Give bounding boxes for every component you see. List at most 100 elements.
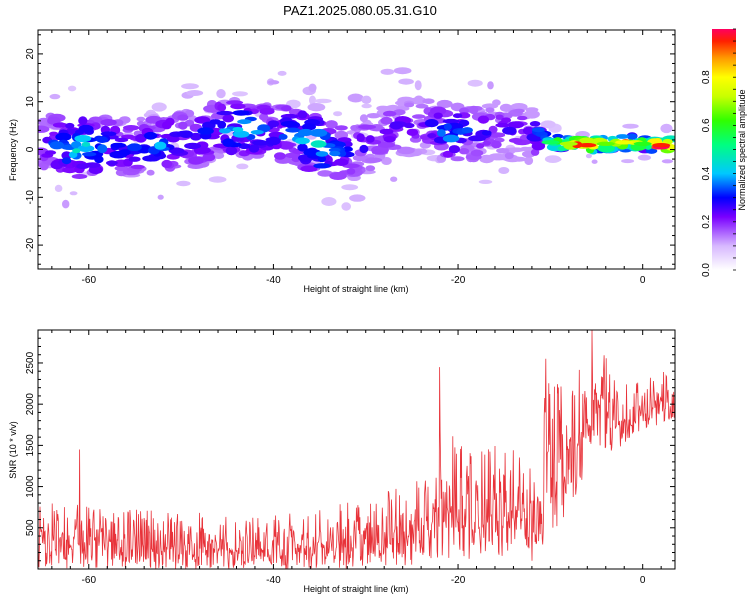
spectrogram-cell [217, 120, 227, 129]
spectrogram-cell [110, 142, 127, 148]
spectrogram-cell [218, 128, 231, 134]
spectrogram-cell [161, 121, 172, 130]
spectrogram-cell [531, 141, 546, 151]
y-tick-label: 1500 [25, 434, 36, 457]
spectrogram-cell [96, 136, 108, 144]
spectrogram-cell [377, 141, 396, 148]
snr-panel: -60 -40 -20 0 500 1000 1500 2000 2500 Height of … [8, 329, 676, 594]
spectrogram-cell [193, 146, 211, 154]
spectrogram-cell [389, 121, 403, 130]
spectrogram-cell [530, 148, 540, 156]
spectrogram-cell [427, 133, 437, 139]
spectrogram-halo-blob [347, 93, 364, 103]
spectrogram-cell [97, 144, 108, 154]
snr-x-label: Height of straight line (km) [303, 584, 408, 594]
spectrogram-marks [38, 67, 675, 211]
spectrogram-cell [520, 146, 531, 152]
spectrogram-cell [481, 130, 492, 136]
spectrogram-cell [222, 114, 234, 123]
spectrogram-halo-blob [333, 111, 343, 117]
spectrogram-cell [128, 156, 141, 162]
spectrogram-cell [176, 130, 190, 137]
spectrogram-halo-blob [157, 194, 164, 200]
spectrogram-cell [352, 154, 369, 162]
spectrogram-cell [142, 155, 160, 162]
spectrogram-cell [232, 126, 244, 133]
spectrogram-halo-blob [186, 90, 204, 96]
spectrogram-halo-blob [277, 70, 287, 76]
spectrogram-cell [278, 133, 288, 140]
colorbar-ticks: 0.0 0.2 0.4 0.6 0.8 [701, 28, 736, 277]
spectrogram-halo-blob [393, 67, 412, 75]
y-tick-label: 2000 [25, 393, 36, 416]
spectrogram-cell [470, 149, 484, 157]
spectrogram-halo-blob [308, 83, 317, 93]
spectrogram-halo-blob [487, 81, 494, 90]
spectrogram-cell [184, 142, 202, 150]
spectrogram-cell [77, 144, 95, 153]
spectrogram-cell [433, 112, 443, 119]
spectrogram-cell [356, 133, 365, 142]
spectrogram-cell [450, 156, 465, 162]
colorbar-tick-label: 0.2 [701, 214, 712, 228]
spectrogram-x-label: Height of straight line (km) [303, 284, 408, 294]
spectrogram-halo-blob [361, 103, 372, 109]
spectrogram-cell [365, 157, 383, 163]
spectrogram-cell [452, 113, 463, 119]
spectrogram-cell [448, 145, 460, 154]
spectrogram-cell [49, 131, 59, 136]
spectrogram-cell [476, 143, 485, 149]
spectrogram-cell [442, 150, 454, 158]
spectrogram-cell [529, 121, 541, 127]
spectrogram-cell [78, 124, 94, 133]
snr-y-label: SNR (10 * v/v) [8, 421, 18, 479]
spectrogram-cell [406, 128, 419, 136]
spectrogram-cell [61, 151, 72, 160]
spectrogram-cell [106, 160, 118, 166]
spectrogram-cell [381, 157, 392, 165]
spectrogram-cell [216, 110, 234, 116]
snr-frame [37, 329, 676, 570]
spectrogram-cell [517, 115, 528, 121]
spectrogram-cell [298, 128, 314, 137]
spectrogram-cell [248, 144, 260, 153]
spectrogram-halo-blob [341, 202, 352, 211]
spectrogram-cell [82, 152, 97, 157]
spectrogram-cell [461, 127, 473, 134]
spectrogram-cell [511, 156, 527, 162]
spectrogram-cell [310, 140, 327, 148]
spectrogram-cell [202, 153, 216, 162]
spectrogram-cell [317, 170, 333, 177]
spectrogram-halo-blob [622, 123, 639, 129]
spectrogram-halo-blob [307, 103, 326, 112]
spectrogram-cell [317, 155, 327, 163]
spectrogram-peak [615, 140, 634, 145]
spectrogram-cell [350, 125, 359, 131]
spectrogram-cell [127, 143, 142, 152]
spectrogram-cell [359, 114, 368, 123]
spectrogram-halo-blob [314, 98, 332, 104]
spectrogram-cell [274, 152, 286, 160]
figure-title: PAZ1.2025.080.05.31.G10 [283, 3, 437, 18]
spectrogram-halo-blob [67, 85, 77, 92]
spectrogram-peak [633, 141, 652, 146]
spectrogram-halo-blob [61, 199, 70, 209]
spectrogram-cell [496, 148, 510, 154]
spectrogram-cell [230, 103, 246, 110]
spectrogram-cell [313, 163, 331, 169]
spectrogram-halo-blob [216, 89, 226, 99]
spectrogram-cell [507, 121, 524, 129]
spectrogram-halo-blob [321, 197, 337, 206]
spectrogram-cell [232, 110, 250, 116]
spectrogram-cell [379, 128, 394, 135]
spectrogram-peak [578, 143, 597, 148]
spectrogram-cell [491, 140, 502, 149]
spectrogram-halo-blob [414, 80, 422, 91]
spectrogram-cell [285, 127, 301, 133]
colorbar-tick-label: 0.4 [701, 166, 712, 180]
spectrogram-cell [136, 116, 146, 122]
spectrogram-cell [38, 125, 50, 133]
spectrogram-cell [74, 135, 92, 143]
y-tick-label: 10 [25, 96, 36, 108]
spectrogram-cell [278, 141, 294, 150]
